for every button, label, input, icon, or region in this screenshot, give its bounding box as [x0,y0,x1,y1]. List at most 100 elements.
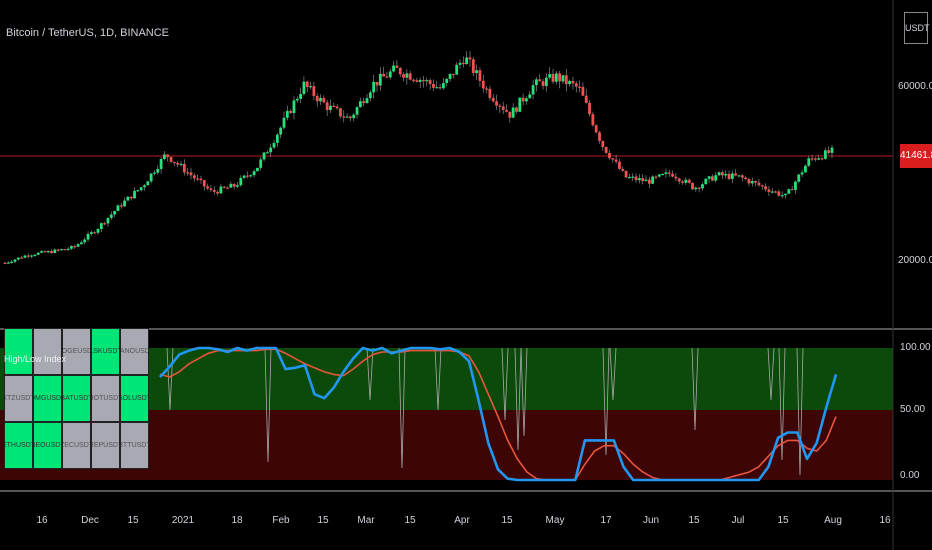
candle-body [754,181,758,183]
candle-body [784,193,787,196]
gray-spikes-group [166,347,804,476]
candle-body [109,214,113,218]
candle-body [608,152,611,159]
candle-body [355,107,359,115]
candle-body [442,83,445,89]
candle-body [664,172,668,174]
spike [520,347,528,437]
table-cell: ZECUSDT [62,422,91,469]
candle-body [558,73,562,82]
candle-body [528,94,532,99]
candle-body [581,86,585,96]
candle-body [598,132,601,141]
candle-body [694,187,698,190]
candle-body [830,147,834,153]
candle-body [285,110,289,118]
x-tick: 16 [879,515,891,526]
candle-body [295,98,299,101]
candle-body [335,106,339,109]
candle-body [388,71,392,78]
spike [767,347,775,401]
candle-body [99,223,103,230]
candle-body [634,176,638,181]
candle-body [385,76,389,78]
candle-body [544,77,548,86]
candle-body [594,125,598,133]
candle-body [372,81,376,93]
candle-body [684,179,688,183]
candle-body [129,196,133,199]
candle-body [179,163,183,166]
candle-body [262,152,266,160]
candles-group [3,50,834,265]
spike [778,347,786,461]
table-cell: SOLUSDT [120,375,149,422]
candle-body [724,173,728,176]
candle-body [727,173,731,179]
candle-body [740,175,744,178]
candle-body [33,254,37,257]
candle-body [86,233,90,240]
candle-body [770,191,774,193]
candle-body [538,79,542,82]
candle-body [402,74,405,78]
candle-body [76,244,80,247]
candle-body [767,189,771,192]
candle-body [265,152,269,154]
candle-body [744,177,748,180]
candle-body [206,186,209,189]
candle-body [780,195,784,197]
candle-body [309,86,312,88]
candle-body [574,83,578,87]
candle-body [73,246,77,248]
candle-body [714,175,718,181]
ind-tick-100: 100.00 [900,342,931,353]
table-cell [33,328,62,375]
table-cell: REPUSDT [91,422,120,469]
candle-body [236,185,239,187]
candle-body [657,174,661,177]
candle-body [46,251,50,253]
candle-body [485,88,488,90]
candle-body [398,67,402,75]
indicator-table-title: High/Low Index [4,354,67,364]
candle-body [339,108,342,117]
candle-body [445,78,449,84]
candle-body [495,101,498,106]
candle-body [820,158,824,160]
candle-body [813,158,817,160]
price-tick-20000: 20000.00 [898,255,932,266]
candle-body [564,75,568,85]
x-tick: 16 [36,515,48,526]
candle-body [455,64,459,75]
candle-body [637,178,641,181]
candle-body [807,158,811,166]
candle-body [126,196,130,201]
candle-body [63,249,67,251]
candle-body [631,176,635,178]
candle-body [521,97,525,102]
candle-body [498,105,502,107]
candle-body [518,97,522,112]
currency-badge[interactable]: USDT [904,12,930,44]
candle-body [176,162,180,165]
candle-body [182,163,186,173]
candle-body [488,88,492,98]
candle-body [103,223,107,225]
candle-body [478,70,482,81]
candle-body [229,183,233,188]
x-tick: 17 [600,515,612,526]
candle-body [143,185,146,188]
candle-body [166,154,170,158]
candle-body [674,176,678,179]
candle-body [319,97,322,102]
candle-body [651,176,655,184]
candle-body [707,176,711,179]
candle-body [26,255,30,257]
candle-body [256,167,259,172]
candle-body [687,179,691,183]
candle-body [432,83,435,88]
candle-body [584,95,588,103]
candle-body [93,232,97,234]
candle-body [548,74,552,78]
